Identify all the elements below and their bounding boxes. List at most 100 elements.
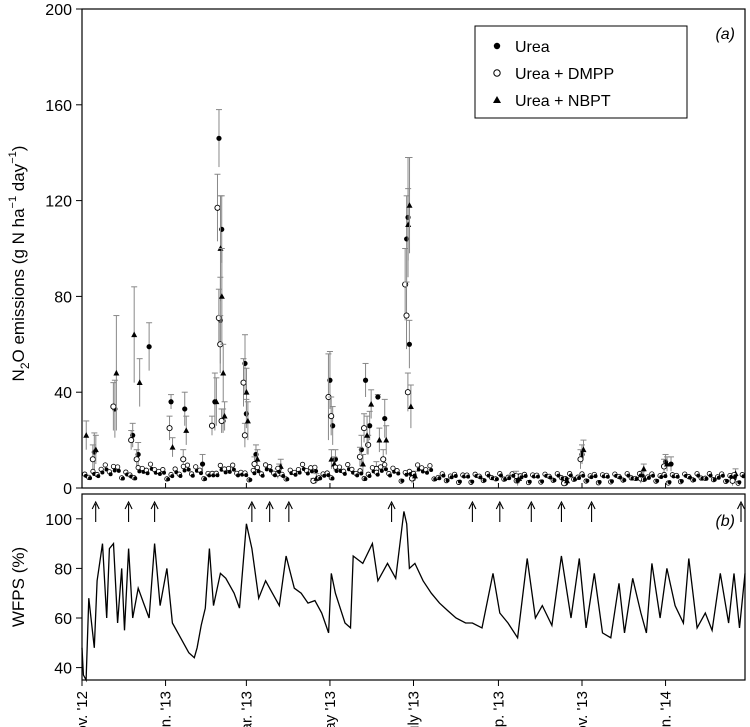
urea-point xyxy=(168,399,174,405)
baseline-point xyxy=(285,477,290,482)
urea-dmpp-point xyxy=(365,441,372,448)
panel-a: 0 40 80 120 160 200 (a) N2O emissions (g N ha… xyxy=(7,2,746,498)
baseline-point xyxy=(235,473,240,478)
baseline-point xyxy=(110,463,117,470)
x-tick-label: Mar. '13 xyxy=(238,691,255,727)
baseline-point xyxy=(427,463,433,469)
urea-nbpt-point xyxy=(92,446,99,453)
urea-point xyxy=(362,377,369,383)
panel-b: 40 60 80 100 (b) WFPS (%) xyxy=(9,493,746,683)
baseline-point xyxy=(217,462,223,468)
baseline-point xyxy=(704,476,709,481)
urea-dmpp-point xyxy=(133,456,140,463)
baseline-point xyxy=(182,468,187,473)
baseline-point xyxy=(667,480,672,485)
baseline-point xyxy=(96,474,101,479)
x-tick-label: Nov. '13 xyxy=(574,691,591,727)
urea-nbpt-point xyxy=(405,221,412,227)
x-tick-label: Jan. '14 xyxy=(658,691,675,727)
baseline-point xyxy=(741,474,746,479)
urea-dmpp-point xyxy=(110,403,117,410)
baseline-point xyxy=(133,476,138,481)
urea-dmpp-point xyxy=(166,425,173,432)
event-arrow-head xyxy=(247,500,256,510)
urea-nbpt-point xyxy=(580,446,587,453)
y-tick-label: 0 xyxy=(63,481,72,498)
baseline-point xyxy=(712,477,717,482)
baseline-point xyxy=(272,473,277,478)
baseline-point xyxy=(100,470,105,475)
event-arrow-head xyxy=(495,500,504,510)
baseline-point xyxy=(466,474,471,479)
baseline-point xyxy=(260,473,265,478)
urea-point xyxy=(216,135,222,141)
urea-nbpt-point xyxy=(83,432,90,438)
baseline-point xyxy=(609,479,614,484)
baseline-point xyxy=(577,475,582,480)
x-tick-label: Jan. '13 xyxy=(158,691,175,727)
y-tick-label: 40 xyxy=(54,385,72,402)
urea-nbpt-point xyxy=(364,432,371,438)
urea-nbpt-point xyxy=(221,412,228,419)
baseline-point xyxy=(415,462,421,468)
x-tick-label: July '13 xyxy=(406,691,423,727)
baseline-point xyxy=(275,465,281,471)
baseline-point xyxy=(390,465,396,471)
baseline-point xyxy=(679,479,684,484)
baseline-point xyxy=(135,465,141,471)
baseline-point xyxy=(720,473,725,478)
baseline-point xyxy=(716,475,721,480)
baseline-point xyxy=(375,472,380,477)
y-tick-label: 40 xyxy=(54,661,72,678)
baseline-point xyxy=(166,477,171,482)
baseline-point xyxy=(355,473,360,478)
baseline-point xyxy=(396,471,401,476)
urea-dmpp-point xyxy=(380,456,387,463)
baseline-point xyxy=(593,474,598,479)
baseline-point xyxy=(383,467,388,472)
baseline-point xyxy=(281,474,286,479)
urea-dmpp-point xyxy=(240,379,247,386)
baseline-point xyxy=(318,476,323,481)
baseline-point xyxy=(293,472,298,477)
urea-nbpt-point xyxy=(254,456,261,462)
urea-nbpt-point xyxy=(183,427,190,433)
urea-dmpp-point xyxy=(180,456,187,463)
baseline-point xyxy=(178,473,183,478)
baseline-point xyxy=(297,470,302,475)
event-arrow-head xyxy=(91,500,100,510)
urea-nbpt-point xyxy=(368,400,375,407)
baseline-point xyxy=(523,474,528,479)
baseline-point xyxy=(564,477,569,482)
baseline-point xyxy=(342,471,347,476)
urea-nbpt-point xyxy=(640,465,647,472)
baseline-point xyxy=(170,474,175,479)
y-tick-label: 100 xyxy=(45,512,72,529)
baseline-point xyxy=(157,472,162,477)
x-tick-label: Sep. '13 xyxy=(490,691,507,727)
baseline-point xyxy=(527,479,532,484)
baseline-point xyxy=(305,471,310,476)
baseline-point xyxy=(449,475,454,480)
baseline-point xyxy=(378,464,384,470)
event-arrow-head xyxy=(124,500,133,510)
baseline-point xyxy=(437,476,442,481)
baseline-point xyxy=(675,474,680,479)
legend-marker-urea-nbpt xyxy=(493,96,501,103)
baseline-point xyxy=(507,476,512,481)
panel-b-y-axis-label: WFPS (%) xyxy=(9,547,28,627)
event-arrow-head xyxy=(587,500,596,510)
baseline-point xyxy=(708,473,713,478)
baseline-point xyxy=(252,471,257,476)
baseline-point xyxy=(120,476,125,481)
x-axis: Nov. '12 Jan. '13 Mar. '13 May '13 July '13 S… xyxy=(74,483,675,727)
baseline-point xyxy=(494,477,499,482)
urea-dmpp-point xyxy=(356,453,363,460)
urea-point xyxy=(146,344,152,350)
baseline-point xyxy=(186,467,191,472)
baseline-points xyxy=(82,461,746,486)
baseline-point xyxy=(223,470,228,475)
baseline-point xyxy=(254,464,260,471)
baseline-point xyxy=(231,467,236,472)
